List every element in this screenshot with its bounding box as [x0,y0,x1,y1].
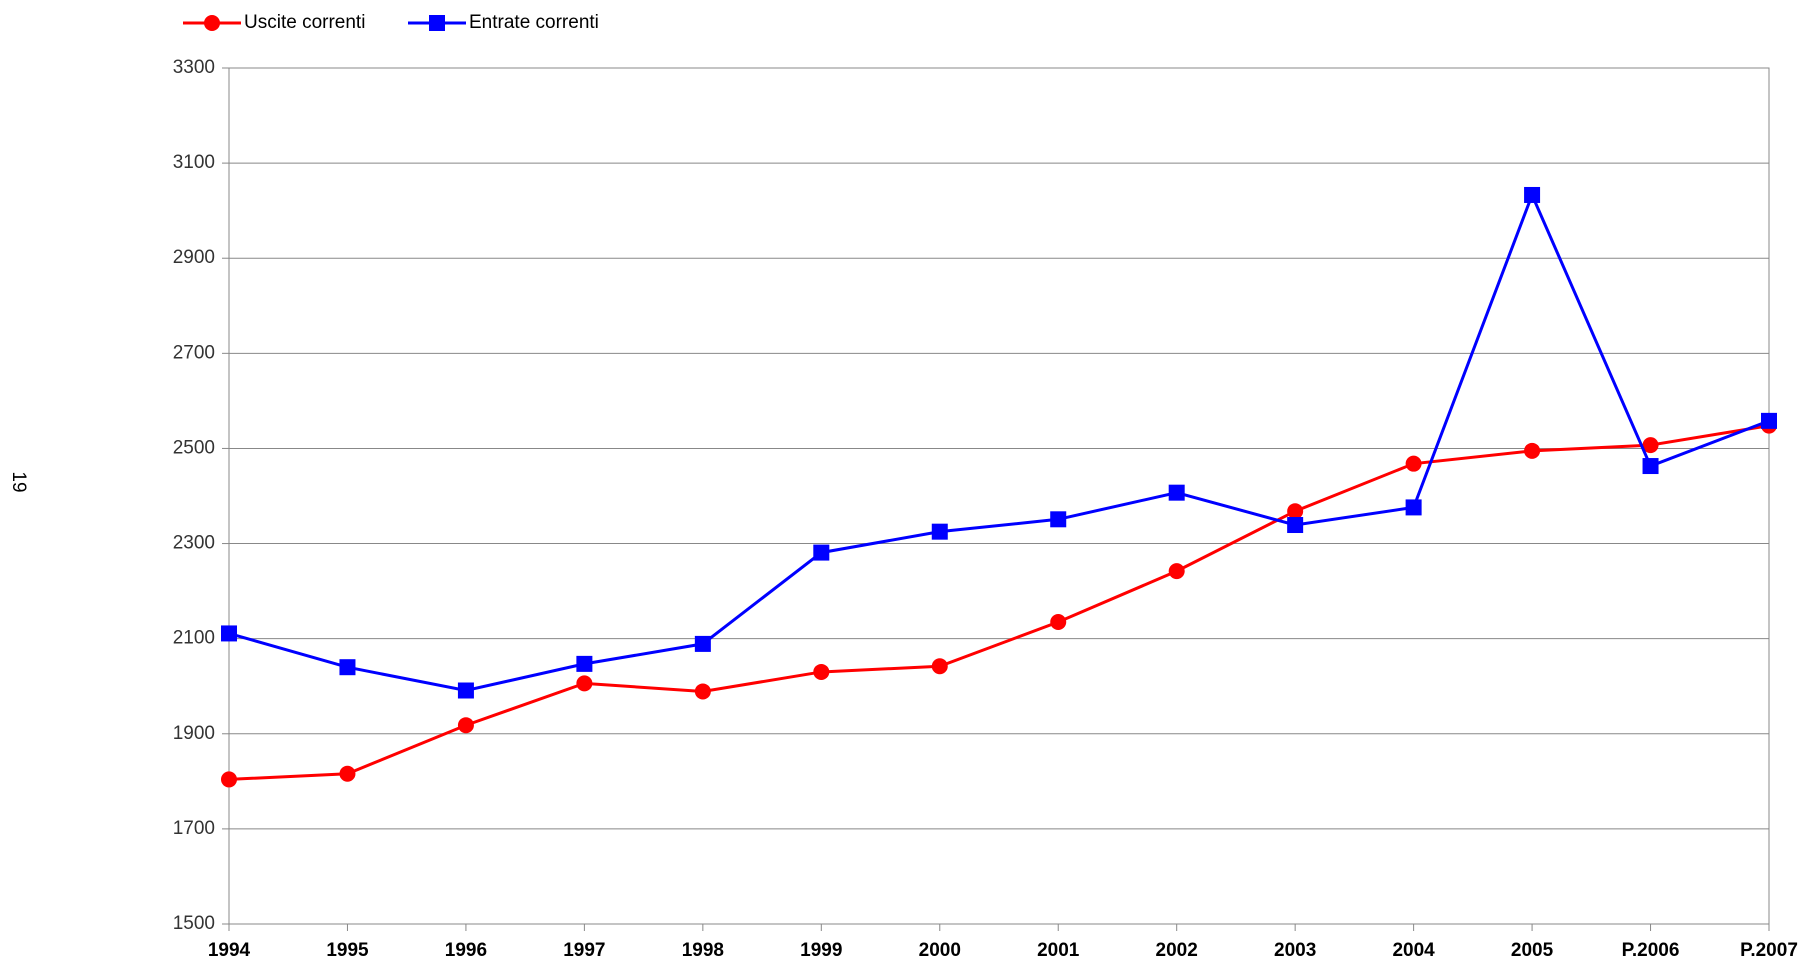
x-tick-label: 1998 [682,940,724,961]
legend-marker [429,15,445,31]
x-tick-label: P.2006 [1622,940,1680,961]
x-tick-label: 2002 [1156,940,1198,961]
x-tick-label: 2000 [919,940,961,961]
x-tick-label: 2003 [1274,940,1316,961]
y-tick-label: 1900 [173,723,215,744]
legend-marker [204,15,220,31]
x-tick-label: 1994 [208,940,251,961]
data-point [221,771,237,788]
x-tick-label: 2001 [1037,940,1080,961]
legend-label: Uscite correnti [244,12,365,33]
data-point [457,717,474,734]
data-point [339,659,356,676]
data-point [694,683,711,700]
data-point [457,682,474,699]
x-tick-label: 1997 [563,940,605,961]
data-point [1405,455,1422,472]
y-tick-label: 1500 [173,913,215,934]
legend-label: Entrate correnti [469,12,599,33]
data-point [931,658,948,675]
x-tick-label: 1999 [800,940,842,961]
data-point [931,523,948,540]
data-point [1524,442,1541,459]
y-tick-label: 2500 [173,437,215,458]
x-tick-label: P.2007 [1740,940,1798,961]
data-point [1524,186,1541,203]
y-tick-label: 2100 [173,628,215,649]
data-point [1287,517,1304,534]
data-point [813,663,830,680]
x-tick-label: 1996 [445,940,487,961]
data-point [1642,437,1659,454]
data-point [1761,412,1777,429]
y-tick-label: 1700 [173,818,215,839]
data-point [1050,511,1067,528]
data-point [1642,458,1659,475]
data-point [1405,499,1422,516]
data-point [1168,484,1185,501]
data-point [221,625,237,642]
data-point [1050,614,1067,631]
y-tick-label: 2300 [173,533,215,554]
data-point [1287,503,1304,520]
y-tick-label: 2900 [173,247,215,268]
data-point [576,655,593,672]
y-tick-label: 3300 [173,57,215,78]
series-line [228,191,1770,693]
x-tick-label: 1995 [326,940,369,961]
y-tick-label: 2700 [173,342,215,363]
x-tick-label: 2004 [1392,940,1435,961]
data-point [1168,563,1185,580]
data-point [576,675,593,692]
y-tick-label: 3100 [173,152,215,173]
series-line [228,424,1770,781]
data-point [339,765,356,782]
data-point [813,544,830,561]
data-point [694,635,711,652]
page-number: 19 [8,471,29,492]
x-tick-label: 2005 [1511,940,1554,961]
